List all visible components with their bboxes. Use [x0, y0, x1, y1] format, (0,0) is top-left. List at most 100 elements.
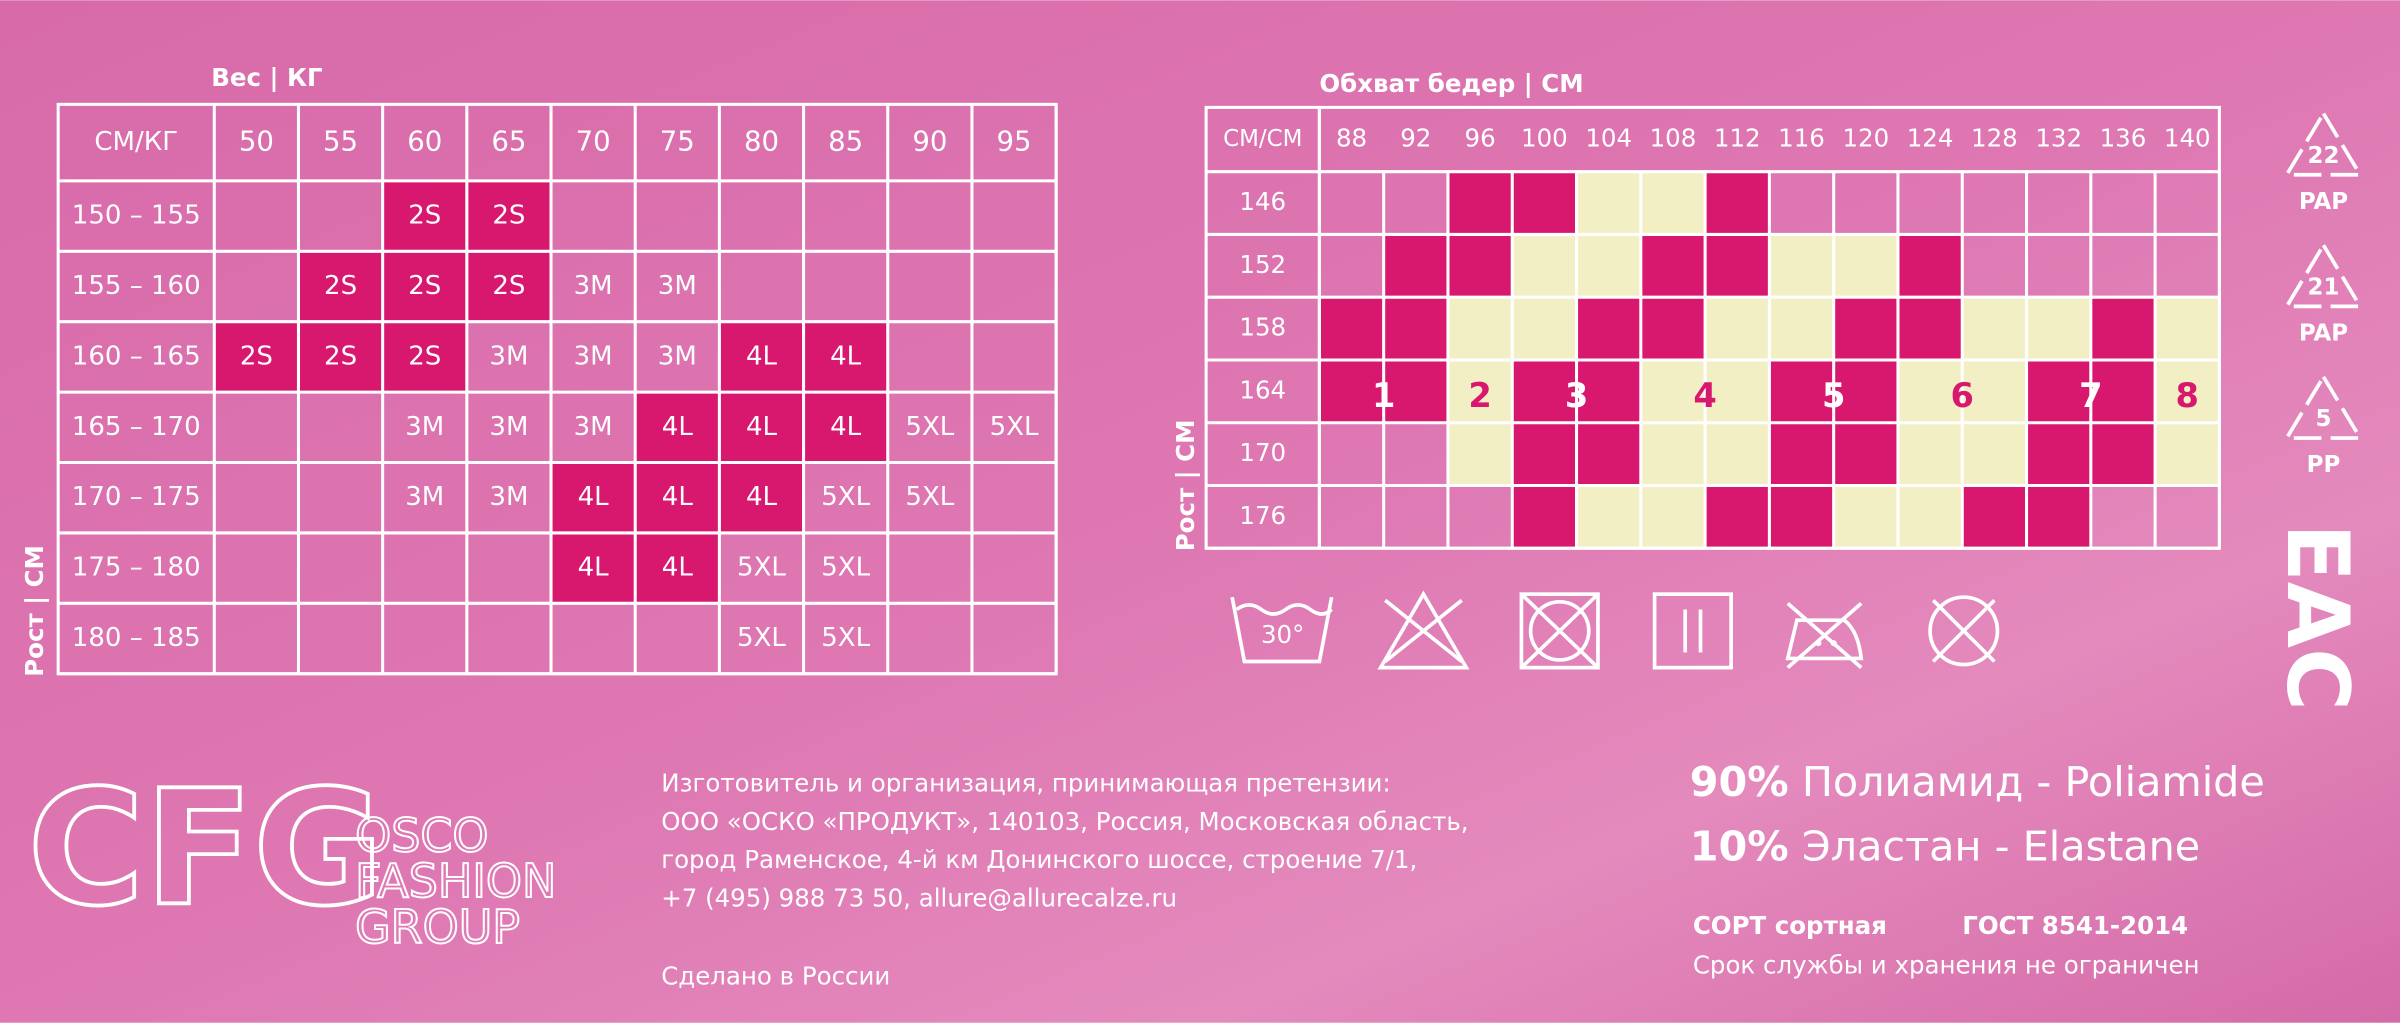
size-cell: 3M [658, 341, 697, 371]
size-zone [1897, 234, 1963, 298]
size-number: 1 [1372, 376, 1395, 415]
size-zone [1447, 234, 1513, 298]
size-cell: 4L [746, 412, 778, 442]
manufacturer-line: Изготовитель и организация, принимающая … [661, 769, 1390, 798]
column-label: 120 [1842, 124, 1889, 153]
made-in: Сделано в России [661, 961, 890, 990]
axis-label: Рост | СМ [1171, 420, 1200, 552]
size-cell: 2S [492, 201, 525, 231]
brand-line: GROUP [355, 900, 520, 954]
column-label: 95 [996, 126, 1031, 158]
size-cell-highlight [719, 321, 804, 393]
size-zone [1576, 422, 1641, 486]
size-zone [1640, 234, 1706, 298]
size-zone [1705, 485, 1770, 549]
column-label: 112 [1714, 124, 1761, 153]
size-cell: 4L [662, 412, 694, 442]
size-zone [1962, 485, 2027, 549]
column-label: 104 [1585, 124, 1632, 153]
size-cell: 2S [324, 341, 357, 371]
size-number: 5 [1822, 376, 1845, 415]
size-zone [1897, 422, 1963, 486]
column-label: 96 [1465, 124, 1496, 153]
size-zone [1769, 422, 1834, 486]
size-cell-highlight [298, 251, 383, 322]
row-label: 165 – 170 [72, 412, 201, 442]
size-cell-highlight [298, 321, 383, 393]
row-label: 158 [1239, 313, 1286, 342]
size-zone [2090, 297, 2156, 360]
size-cell: 4L [662, 553, 694, 583]
recycling-code: 5 [2315, 406, 2331, 432]
size-zone [1705, 234, 1770, 298]
size-zone [1897, 297, 1963, 360]
brand-line: FASHION [355, 854, 556, 908]
size-cell: 2S [408, 201, 441, 231]
eac-mark: ЕАС [2267, 523, 2367, 711]
logo: CFG [28, 755, 384, 941]
size-cell: 2S [324, 271, 357, 301]
size-cell-highlight [803, 321, 888, 393]
manufacturer-line: город Раменское, 4-й км Донинского шоссе… [661, 845, 1417, 874]
size-zone [1576, 359, 1641, 423]
size-zone [1833, 485, 1898, 549]
size-cell-highlight [719, 462, 804, 533]
column-label: 85 [828, 126, 863, 158]
size-zone [1705, 171, 1770, 235]
column-label: 80 [744, 126, 779, 158]
size-zone [1640, 359, 1706, 423]
size-cell-highlight [214, 321, 299, 393]
size-cell-highlight [382, 180, 467, 252]
column-label: 108 [1650, 124, 1697, 153]
size-cell-highlight [635, 462, 720, 533]
size-cell: 5XL [737, 553, 786, 583]
size-cell: 3M [574, 271, 613, 301]
size-zone [1447, 422, 1513, 486]
size-zone [1576, 485, 1641, 549]
size-zone [1769, 359, 1834, 423]
size-zone [1576, 297, 1641, 360]
size-zone [2026, 422, 2091, 486]
size-zone [1705, 359, 1770, 423]
size-zone [2026, 485, 2091, 549]
size-cell: 3M [489, 482, 528, 512]
column-label: 116 [1778, 124, 1825, 153]
size-zone [1512, 422, 1577, 486]
size-cell: 5XL [821, 553, 870, 583]
size-number: 4 [1693, 376, 1716, 415]
column-label: 70 [576, 126, 611, 158]
size-cell: 5XL [905, 412, 954, 442]
care-icons: 30° [1230, 590, 2000, 670]
column-label: 60 [407, 126, 442, 158]
size-zone [1576, 234, 1641, 298]
row-label: 152 [1239, 250, 1286, 279]
composition-1: 90% Полиамид - Poliamide [1690, 758, 2265, 806]
size-number: 3 [1565, 376, 1588, 415]
size-cell-highlight [551, 462, 636, 533]
recycling-code: 22 [2308, 143, 2340, 169]
row-label: 176 [1239, 501, 1286, 530]
row-label: 164 [1239, 375, 1286, 404]
size-cell-highlight [382, 251, 467, 322]
recycling-icon: 21 PAP [2283, 241, 2364, 346]
recycling-label: PAP [2299, 189, 2348, 215]
size-cell: 3M [574, 341, 613, 371]
recycling-label: PAP [2299, 320, 2348, 346]
size-zone [1705, 297, 1770, 360]
brand-line: OSCO [355, 808, 488, 862]
size-zone [1576, 171, 1641, 235]
row-label: 170 – 175 [72, 482, 201, 512]
size-cell: 4L [746, 341, 778, 371]
size-zone [1640, 171, 1706, 235]
size-zone [1705, 422, 1770, 486]
size-cell: 3M [574, 412, 613, 442]
row-label: 175 – 180 [72, 553, 201, 583]
size-zone [1447, 171, 1513, 235]
size-zone [2090, 422, 2156, 486]
size-zone [1897, 485, 1963, 549]
size-zone [1769, 297, 1834, 360]
column-label: 100 [1521, 124, 1568, 153]
size-zone [1383, 234, 1448, 298]
size-cell: 5XL [821, 623, 870, 653]
